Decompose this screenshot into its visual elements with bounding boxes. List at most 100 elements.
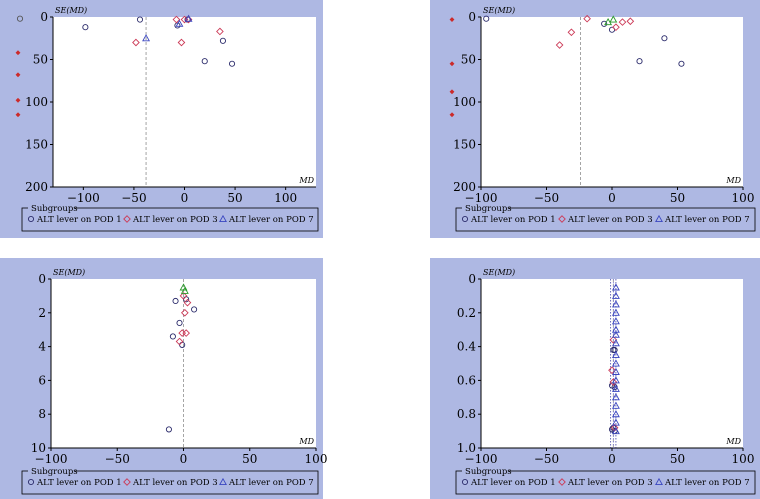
legend-marker xyxy=(461,478,469,486)
data-point xyxy=(132,38,140,47)
plot-area xyxy=(481,279,743,448)
legend-marker xyxy=(123,215,131,223)
y-tick-label: 0.6 xyxy=(457,373,476,387)
legend-item-label: ALT lever on POD 3 xyxy=(132,478,218,488)
y-axis-title: SE(MD) xyxy=(55,6,87,15)
funnel-plot-panel-2: 0 50 100 150 200 −100 −50 0 50 100 SE(MD) MD Subgrou… xyxy=(430,0,760,238)
legend-item-label: ALT lever on POD 1 xyxy=(470,215,556,225)
x-tick-label: 0 xyxy=(608,191,616,205)
stray-marker xyxy=(15,112,21,118)
data-point xyxy=(604,17,613,26)
data-point xyxy=(555,41,564,49)
data-point xyxy=(611,300,620,308)
legend-item-label: ALT lever on POD 3 xyxy=(132,215,218,225)
data-point xyxy=(165,426,172,433)
x-tick-label: 0 xyxy=(608,452,616,466)
y-tick-label: 8 xyxy=(38,407,46,421)
data-point xyxy=(611,401,620,409)
data-point xyxy=(611,393,620,401)
legend-title-backdrop xyxy=(28,466,74,475)
y-tick-label: 0 xyxy=(40,10,48,24)
y-axis-title: SE(MD) xyxy=(483,6,515,15)
y-tick-label: 0 xyxy=(468,10,476,24)
y-tick-label: 0.8 xyxy=(457,407,476,421)
legend-marker xyxy=(27,215,35,223)
y-tick-label: 0.2 xyxy=(457,306,476,320)
legend-marker xyxy=(461,215,469,223)
x-tick-label: −100 xyxy=(465,452,498,466)
data-point xyxy=(611,339,620,347)
data-point xyxy=(611,317,620,325)
data-point xyxy=(611,359,620,367)
data-point xyxy=(180,286,189,294)
y-axis-title: SE(MD) xyxy=(483,268,515,277)
legend-item-label: ALT lever on POD 7 xyxy=(228,478,314,488)
stray-marker xyxy=(449,61,455,67)
data-point xyxy=(612,23,620,32)
data-point xyxy=(609,378,618,386)
legend-title-backdrop xyxy=(28,203,74,212)
y-tick-label: 2 xyxy=(38,306,46,320)
x-tick-label: 100 xyxy=(732,191,755,205)
data-point xyxy=(611,330,620,338)
data-point xyxy=(583,14,591,23)
y-tick-label: 50 xyxy=(33,53,48,67)
x-axis-title: MD xyxy=(725,176,741,185)
x-tick-label: 100 xyxy=(274,191,297,205)
legend-item-label: ALT lever on POD 1 xyxy=(470,478,556,488)
data-point xyxy=(608,366,616,375)
data-point xyxy=(611,418,620,426)
legend-title: Subgroups xyxy=(31,204,78,214)
stray-marker xyxy=(16,15,24,22)
stray-marker xyxy=(15,97,21,103)
data-point xyxy=(611,426,620,435)
x-tick-label: 100 xyxy=(732,452,755,466)
y-tick-label: 150 xyxy=(25,138,48,152)
x-axis-title: MD xyxy=(725,437,741,446)
legend-item-label: ALT lever on POD 7 xyxy=(664,478,750,488)
data-point xyxy=(611,367,620,375)
data-point xyxy=(216,27,224,36)
y-tick-label: 200 xyxy=(25,180,48,194)
funnel-plot-svg: 0 0.2 0.4 0.6 0.8 1.0−100 −50 0 50 100 SE(MD) MD Sub… xyxy=(455,268,756,495)
plot-area xyxy=(481,17,743,187)
data-point xyxy=(611,410,620,418)
data-point xyxy=(611,283,620,291)
stray-marker xyxy=(449,112,455,118)
legend-box xyxy=(455,470,756,495)
stray-marker xyxy=(15,50,21,56)
data-point xyxy=(609,15,618,23)
data-point xyxy=(180,308,189,317)
data-point xyxy=(228,60,236,67)
y-tick-label: 4 xyxy=(38,340,46,354)
y-tick-label: 150 xyxy=(453,138,476,152)
x-tick-label: −50 xyxy=(105,452,130,466)
data-point xyxy=(172,297,179,305)
data-point xyxy=(172,15,181,24)
data-point xyxy=(179,292,188,300)
y-tick-label: 200 xyxy=(453,180,476,194)
x-tick-label: −50 xyxy=(534,191,559,205)
y-tick-label: 100 xyxy=(453,95,476,109)
data-point xyxy=(136,16,144,23)
data-point xyxy=(177,38,186,47)
x-tick-label: −100 xyxy=(35,452,68,466)
data-point xyxy=(609,336,618,344)
data-point xyxy=(175,337,184,346)
legend-marker xyxy=(655,477,663,486)
y-tick-label: 10 xyxy=(31,441,46,455)
y-tick-label: 50 xyxy=(461,53,476,67)
data-point xyxy=(201,58,208,65)
data-point xyxy=(626,17,635,26)
legend-item-label: ALT lever on POD 3 xyxy=(567,478,653,488)
legend-title: Subgroups xyxy=(31,467,78,477)
x-tick-label: −50 xyxy=(121,191,146,205)
legend-box xyxy=(21,207,319,232)
data-point xyxy=(601,20,608,27)
legend-marker xyxy=(123,478,131,486)
y-tick-label: 0 xyxy=(468,272,476,286)
legend-title-backdrop xyxy=(462,466,508,475)
data-point xyxy=(611,350,620,359)
data-point xyxy=(176,319,183,326)
data-point xyxy=(618,18,627,26)
